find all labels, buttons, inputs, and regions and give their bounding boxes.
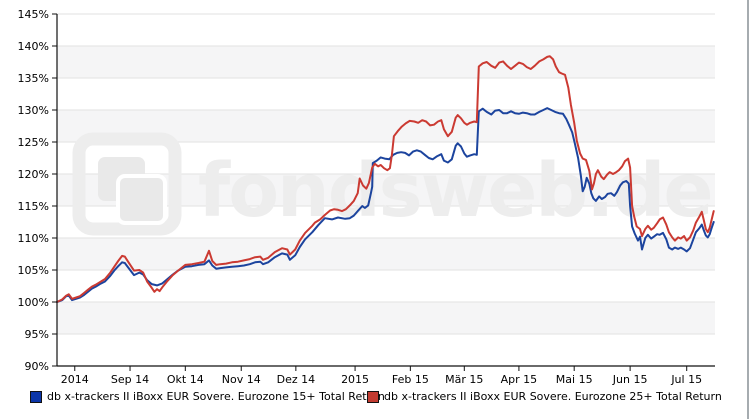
band-shading — [57, 46, 715, 78]
watermark-logo-frame-icon — [72, 132, 182, 236]
x-axis-label: Jul 15 — [670, 373, 702, 386]
legend-swatch-blue-icon — [30, 390, 42, 403]
x-axis-label: Mär 15 — [445, 373, 483, 386]
y-axis-label: 120% — [18, 168, 49, 181]
performance-chart-area: fondsweb.de 90% 95% 100% 105% 110% 115% 120% 125… — [18, 8, 715, 386]
y-axis-label: 90% — [25, 360, 49, 373]
x-axis-label: Dez 14 — [277, 373, 316, 386]
x-axis-label: 2015 — [341, 373, 369, 386]
performance-chart: fondsweb.de 90% 95% 100% 105% 110% 115% 120% 125… — [18, 8, 715, 386]
right-edge-border — [747, 0, 749, 419]
watermark-text: fondsweb.de — [198, 148, 712, 234]
legend-item-eurozone-25plus: db x-trackers II iBoxx EUR Sovere. Euroz… — [367, 390, 722, 403]
x-axis-label: Okt 14 — [167, 373, 204, 386]
y-axis-label: 110% — [18, 232, 49, 245]
y-axis-label: 105% — [18, 264, 49, 277]
watermark-logo-square2-icon — [116, 174, 167, 225]
legend-swatch-red-icon — [367, 390, 379, 403]
y-axis-label: 115% — [18, 200, 49, 213]
y-axis-label: 95% — [25, 328, 49, 341]
chart-legend: db x-trackers II iBoxx EUR Sovere. Euroz… — [0, 390, 753, 406]
x-axis-label: Feb 15 — [392, 373, 429, 386]
series-line-eurozone-25plus — [56, 55, 715, 303]
band-shading — [57, 302, 715, 334]
y-axis-label: 125% — [18, 136, 49, 149]
y-axis-label: 130% — [18, 104, 49, 117]
y-axis-label: 145% — [18, 8, 49, 21]
x-axis-label: Apr 15 — [501, 373, 538, 386]
series-line-eurozone-15plus — [56, 107, 715, 303]
x-axis-label: Jun 15 — [612, 373, 648, 386]
y-axis-label: 135% — [18, 72, 49, 85]
legend-label-eurozone-25plus: db x-trackers II iBoxx EUR Sovere. Euroz… — [384, 390, 722, 403]
band-shading — [57, 238, 715, 270]
x-axis-label: Nov 14 — [222, 373, 261, 386]
x-axis-label: Mai 15 — [556, 373, 593, 386]
legend-item-eurozone-15plus: db x-trackers II iBoxx EUR Sovere. Euroz… — [30, 390, 385, 403]
legend-label-eurozone-15plus: db x-trackers II iBoxx EUR Sovere. Euroz… — [47, 390, 385, 403]
y-axis-label: 140% — [18, 40, 49, 53]
x-axis-label: 2014 — [61, 373, 89, 386]
y-axis-label: 100% — [18, 296, 49, 309]
x-axis-label: Sep 14 — [111, 373, 149, 386]
